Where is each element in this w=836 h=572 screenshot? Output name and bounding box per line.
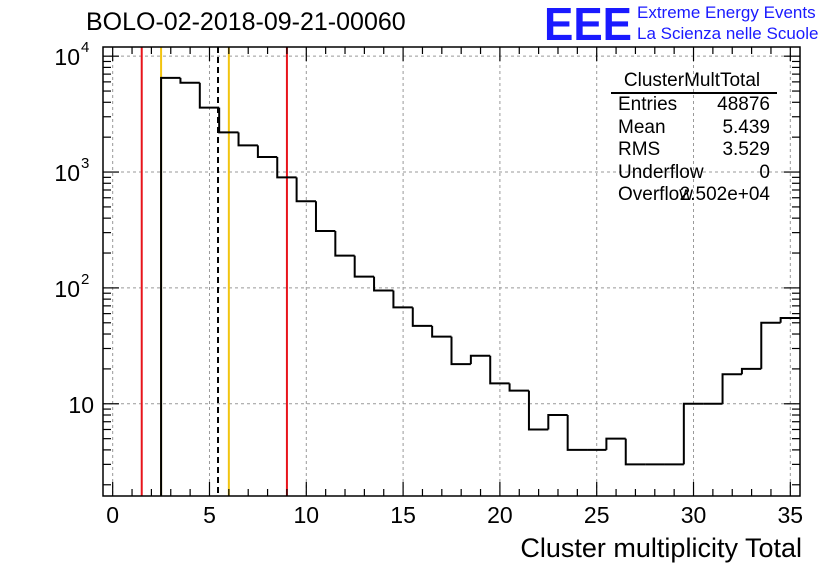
y-tick-exponent: 2 bbox=[81, 271, 89, 288]
histogram-bin bbox=[489, 355, 510, 385]
stats-key: Entries bbox=[618, 94, 678, 115]
histogram-series bbox=[160, 76, 800, 496]
histogram-bin bbox=[682, 402, 704, 465]
stats-value: 5.439 bbox=[722, 117, 770, 138]
x-tick-label: 30 bbox=[681, 502, 707, 528]
x-tick-label: 25 bbox=[584, 502, 610, 528]
histogram-bin bbox=[392, 290, 413, 309]
histogram-bin bbox=[256, 145, 278, 158]
y-tick-exponent: 3 bbox=[81, 155, 89, 172]
stats-key: RMS bbox=[618, 139, 661, 160]
x-tick-label: 15 bbox=[390, 502, 416, 528]
histogram-bin bbox=[779, 316, 800, 323]
stats-box: ClusterMultTotal Entries 48876 Mean 5.43… bbox=[607, 70, 777, 210]
stats-divider bbox=[611, 92, 777, 94]
histogram-bin bbox=[198, 82, 220, 109]
stats-row: Entries 48876 bbox=[618, 94, 770, 116]
histogram-bin bbox=[760, 321, 781, 369]
y-tick-label: 10 bbox=[54, 276, 80, 302]
stats-value: 2.502e+04 bbox=[679, 184, 770, 205]
histogram-bin bbox=[431, 325, 452, 338]
histogram-bin bbox=[334, 230, 355, 257]
histogram-bin bbox=[411, 307, 433, 327]
eee-logo-text: EEE bbox=[544, 2, 632, 46]
stats-key: Underflow bbox=[618, 162, 704, 183]
histogram-bin bbox=[721, 373, 742, 404]
histogram-bin bbox=[508, 383, 529, 392]
stats-row: Overflow 2.502e+04 bbox=[618, 184, 770, 206]
histogram-bin bbox=[295, 177, 316, 203]
x-axis-label: Cluster multiplicity Total bbox=[520, 533, 802, 563]
histogram-bin bbox=[547, 414, 568, 430]
grid-lines bbox=[103, 47, 800, 496]
x-tick-label: 5 bbox=[203, 502, 216, 528]
stats-value: 48876 bbox=[717, 94, 770, 115]
histogram-bin bbox=[160, 76, 181, 496]
stats-value: 0 bbox=[759, 162, 770, 183]
x-tick-label: 20 bbox=[487, 502, 513, 528]
stats-row: Underflow 0 bbox=[618, 162, 770, 184]
chart-title: BOLO-02-2018-09-21-00060 bbox=[86, 8, 406, 36]
x-tick-label: 10 bbox=[293, 502, 319, 528]
stats-key: Mean bbox=[618, 117, 666, 138]
histogram-bin bbox=[218, 107, 239, 134]
x-tick-label: 0 bbox=[106, 502, 119, 528]
logo-line-1: Extreme Energy Events bbox=[637, 3, 816, 22]
y-tick-label: 10 bbox=[54, 44, 80, 70]
stats-row: Mean 5.439 bbox=[618, 117, 770, 139]
histogram-bin bbox=[314, 201, 336, 232]
histogram-bin bbox=[469, 354, 491, 365]
histogram-bin bbox=[605, 437, 626, 450]
eee-logo: EEE bbox=[544, 2, 632, 46]
histogram-bin bbox=[624, 438, 646, 466]
stats-key: Overflow bbox=[618, 184, 693, 205]
stats-value: 3.529 bbox=[722, 139, 770, 160]
y-tick-exponent: 4 bbox=[81, 39, 89, 56]
histogram-bin bbox=[237, 132, 258, 147]
plot-frame bbox=[102, 46, 801, 497]
x-tick-label: 35 bbox=[778, 502, 804, 528]
histogram-bin bbox=[566, 415, 588, 451]
histogram-bin bbox=[276, 156, 297, 179]
stats-row: RMS 3.529 bbox=[618, 139, 770, 161]
y-tick-label: 10 bbox=[68, 392, 94, 418]
histogram-bin bbox=[450, 336, 471, 366]
histogram-bin bbox=[353, 255, 375, 278]
y-tick-label: 10 bbox=[54, 160, 80, 186]
histogram-bin bbox=[373, 276, 394, 292]
stats-title: ClusterMultTotal bbox=[623, 70, 761, 91]
logo-line-2: La Scienza nelle Scuole bbox=[637, 24, 819, 43]
histogram-bin bbox=[740, 367, 762, 375]
marker-lines bbox=[140, 47, 288, 496]
histogram-bin bbox=[179, 77, 200, 84]
histogram-bin bbox=[527, 390, 549, 431]
